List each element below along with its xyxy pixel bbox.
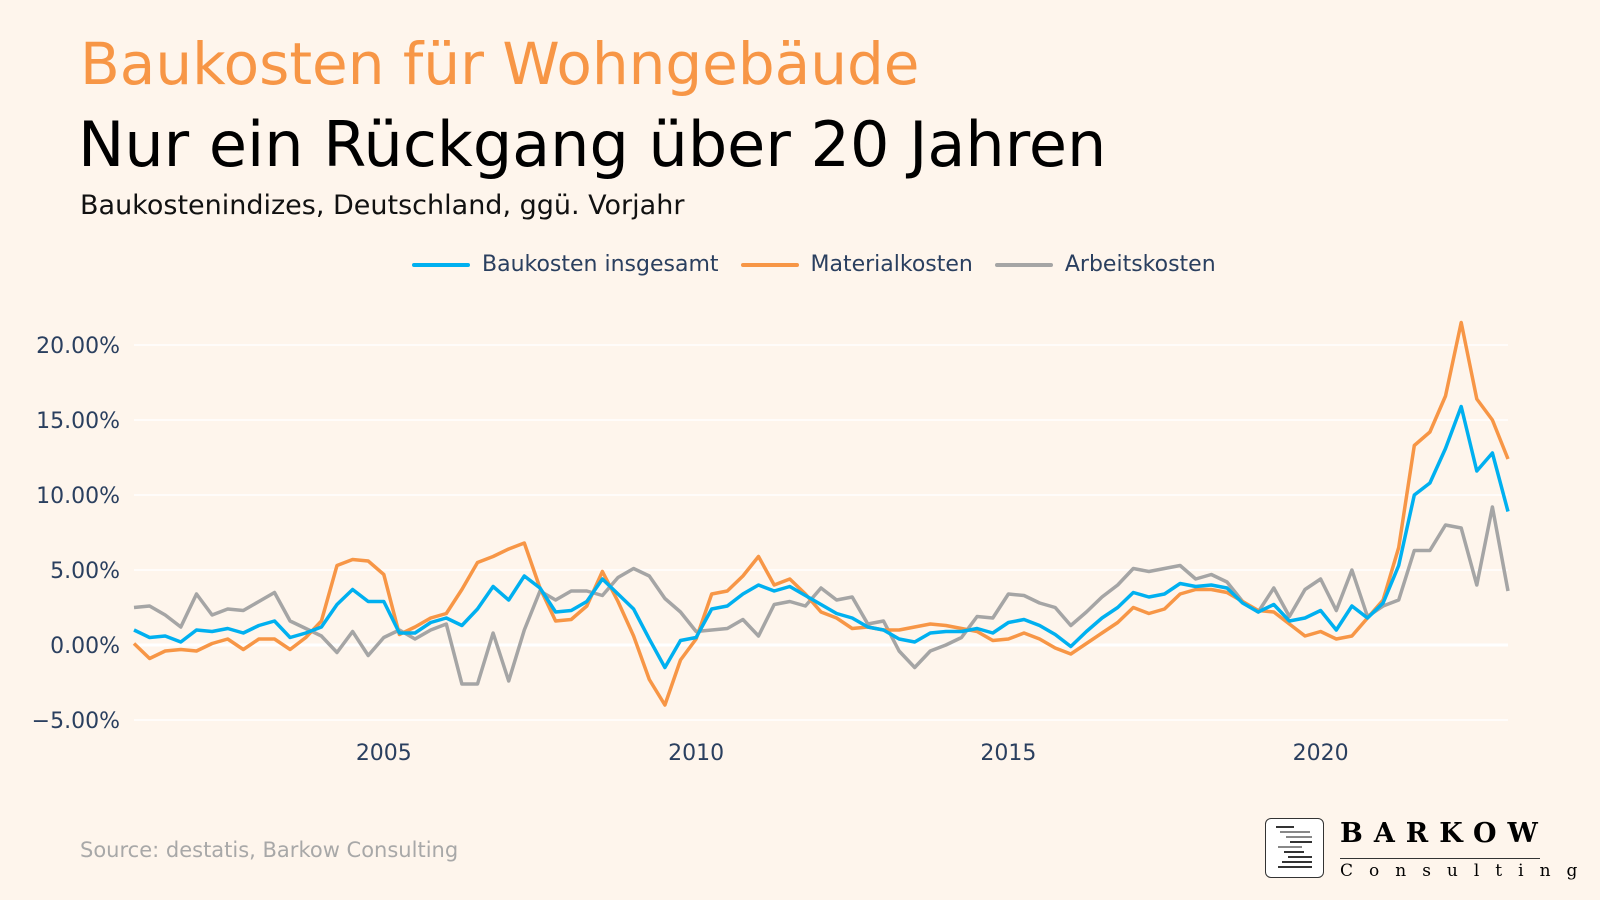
legend: Baukosten insgesamt Materialkosten Arbei…: [412, 252, 1216, 277]
legend-swatch: [740, 262, 799, 267]
legend-label: Arbeitskosten: [1064, 252, 1216, 277]
logo-subtitle: Consulting: [1340, 858, 1577, 881]
source-note: Source: destatis, Barkow Consulting: [80, 838, 459, 862]
y-tick-label: 10.00%: [36, 484, 120, 509]
x-tick-label: 2015: [980, 741, 1036, 766]
series-line-arbeitskosten: [133, 505, 1510, 686]
legend-item-arbeitskosten[interactable]: Arbeitskosten: [994, 252, 1216, 277]
barkow-logo: BARKOW Consulting: [1265, 818, 1577, 881]
y-tick-label: 0.00%: [50, 634, 120, 659]
series-line-baukosten-insgesamt: [133, 404, 1510, 670]
y-tick-label: −5.00%: [32, 709, 120, 734]
chart-subtitle: Baukostenindizes, Deutschland, ggü. Vorj…: [80, 190, 685, 221]
logo-name: BARKOW: [1340, 818, 1549, 849]
x-tick-label: 2020: [1293, 741, 1349, 766]
legend-label: Materialkosten: [810, 252, 973, 277]
chart-headline: Nur ein Rückgang über 20 Jahren: [78, 108, 1107, 181]
legend-swatch: [994, 262, 1053, 267]
y-tick-label: 5.00%: [50, 559, 120, 584]
y-tick-label: 20.00%: [36, 334, 120, 359]
legend-label: Baukosten insgesamt: [482, 252, 719, 277]
legend-swatch: [412, 262, 470, 267]
logo-mark-icon: [1265, 818, 1324, 878]
x-tick-label: 2005: [356, 741, 412, 766]
chart-title: Baukosten für Wohngebäude: [80, 30, 920, 98]
series-line-materialkosten: [132, 320, 1510, 707]
y-tick-label: 15.00%: [36, 409, 120, 434]
legend-item-materialkosten[interactable]: Materialkosten: [740, 252, 973, 277]
legend-item-baukosten[interactable]: Baukosten insgesamt: [412, 252, 719, 277]
x-tick-label: 2010: [668, 741, 724, 766]
